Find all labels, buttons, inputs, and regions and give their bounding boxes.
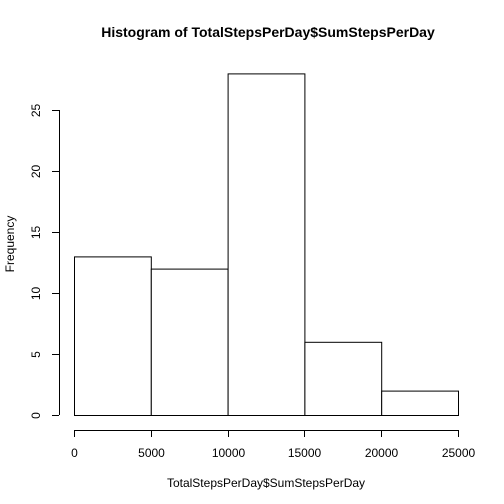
x-axis: 0 5000 10000 15000 20000 25000 xyxy=(71,430,476,460)
x-tick-label: 15000 xyxy=(288,446,322,460)
histogram-bar xyxy=(227,73,306,417)
x-tick-label: 0 xyxy=(71,446,78,460)
y-axis-label: Frequency xyxy=(3,216,17,273)
chart-title: Histogram of TotalStepsPerDay$SumStepsPe… xyxy=(101,24,435,40)
x-tick-label: 10000 xyxy=(212,446,246,460)
y-tick-label: 5 xyxy=(29,351,43,358)
y-tick-label: 0 xyxy=(29,412,43,419)
histogram-bar xyxy=(304,341,383,416)
histogram-bar xyxy=(381,390,460,417)
y-axis: 0 5 10 15 20 25 xyxy=(29,104,60,419)
x-tick-label: 25000 xyxy=(442,446,476,460)
x-tick-label: 20000 xyxy=(365,446,399,460)
x-tick-label: 5000 xyxy=(138,446,165,460)
y-tick-label: 15 xyxy=(29,226,43,240)
histogram-bar xyxy=(74,256,152,416)
y-tick-label: 20 xyxy=(29,165,43,179)
y-tick-label: 25 xyxy=(29,104,43,118)
histogram-bar xyxy=(150,268,229,416)
x-axis-label: TotalStepsPerDay$SumStepsPerDay xyxy=(167,476,365,490)
histogram-bars xyxy=(74,73,460,417)
y-tick-label: 10 xyxy=(29,287,43,301)
